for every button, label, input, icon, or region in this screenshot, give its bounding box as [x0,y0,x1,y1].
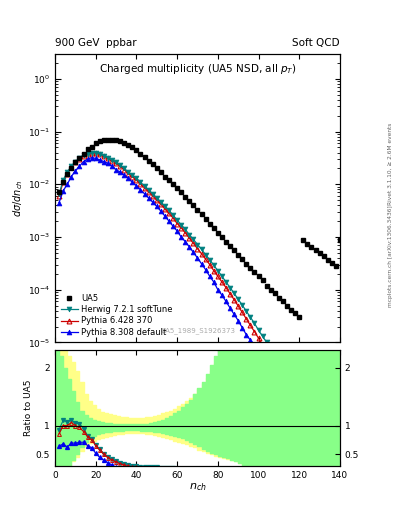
Herwig 7.2.1 softTune [57,191,61,197]
Pythia 6.428 370 [130,174,135,180]
Text: 900 GeV  ppbar: 900 GeV ppbar [55,38,137,48]
Pythia 8.308 default [122,172,127,178]
UA5 [57,189,61,196]
Pythia 6.428 370 [89,150,94,156]
Pythia 6.428 370 [142,185,147,191]
Pythia 6.428 370 [101,153,106,159]
Herwig 7.2.1 softTune [89,150,94,156]
UA5 [106,137,110,143]
Herwig 7.2.1 softTune [297,397,301,403]
Text: mcplots.cern.ch [arXiv:1306.3436]: mcplots.cern.ch [arXiv:1306.3436] [388,205,393,307]
Pythia 6.428 370 [57,193,61,199]
Text: Soft QCD: Soft QCD [292,38,340,48]
Y-axis label: $d\sigma/dn_{ch}$: $d\sigma/dn_{ch}$ [11,179,25,217]
Pythia 8.308 default [138,186,143,193]
Herwig 7.2.1 softTune [138,179,143,185]
Line: UA5: UA5 [57,137,342,319]
Pythia 8.308 default [142,191,147,197]
Pythia 6.428 370 [138,181,143,187]
X-axis label: $n_{ch}$: $n_{ch}$ [189,481,206,493]
Text: Rivet 3.1.10, ≥ 2.6M events: Rivet 3.1.10, ≥ 2.6M events [388,123,393,205]
Herwig 7.2.1 softTune [130,172,135,178]
Pythia 8.308 default [297,429,301,435]
Pythia 8.308 default [211,279,216,285]
Pythia 8.308 default [89,155,94,161]
Herwig 7.2.1 softTune [122,165,127,172]
UA5 [179,189,184,196]
UA5 [297,314,301,321]
Herwig 7.2.1 softTune [142,183,147,189]
Legend: UA5, Herwig 7.2.1 softTune, Pythia 6.428 370, Pythia 8.308 default: UA5, Herwig 7.2.1 softTune, Pythia 6.428… [59,293,174,338]
Y-axis label: Ratio to UA5: Ratio to UA5 [24,380,33,436]
UA5 [305,241,310,247]
UA5 [126,142,130,148]
Herwig 7.2.1 softTune [211,262,216,268]
Pythia 8.308 default [130,179,135,185]
Pythia 8.308 default [57,200,61,206]
Line: Herwig 7.2.1 softTune: Herwig 7.2.1 softTune [57,150,302,402]
Herwig 7.2.1 softTune [101,153,106,159]
Pythia 6.428 370 [211,268,216,274]
Pythia 6.428 370 [122,166,127,173]
UA5 [146,158,151,164]
Pythia 6.428 370 [297,409,301,415]
Pythia 8.308 default [101,159,106,165]
Line: Pythia 8.308 default: Pythia 8.308 default [57,155,302,434]
UA5 [215,230,220,236]
Text: Charged multiplicity (UA5 NSD, all $p_T$): Charged multiplicity (UA5 NSD, all $p_T$… [99,62,296,76]
Text: UA5_1989_S1926373: UA5_1989_S1926373 [160,327,235,334]
UA5 [94,140,98,146]
Line: Pythia 6.428 370: Pythia 6.428 370 [57,151,302,415]
UA5 [338,237,342,243]
